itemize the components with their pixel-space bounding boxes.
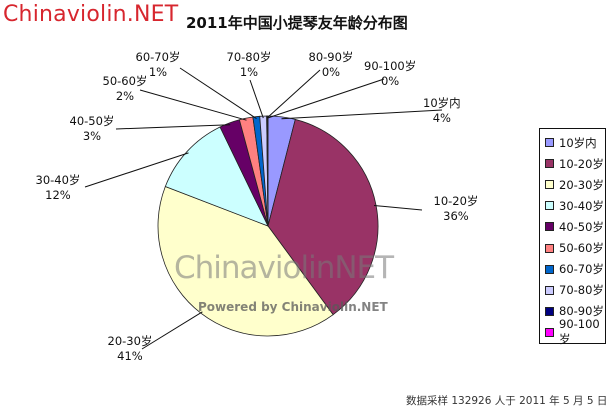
slice-callout: 80-90岁 0% [309, 50, 354, 80]
legend-swatch [545, 180, 554, 190]
pie-slice [266, 115, 269, 227]
footer-note: 数据采样 132926 人于 2011 年 5 月 5 日 [406, 395, 608, 407]
slice-callout: 50-60岁 2% [103, 74, 148, 104]
slice-callout: 90-100岁 0% [364, 59, 416, 89]
chart-title: 2011年中国小提琴友年龄分布图 [186, 14, 408, 32]
watermark-text: ChinaviolinNET [174, 250, 394, 286]
legend-swatch [545, 201, 554, 211]
slice-callout-category: 90-100岁 [364, 59, 417, 73]
legend-item: 80-90岁 [545, 301, 605, 322]
slice-callout-percent: 4% [432, 111, 451, 125]
legend-label: 30-40岁 [559, 198, 604, 213]
slice-callout-percent: 1% [148, 65, 168, 79]
legend-label: 10岁内 [559, 135, 597, 150]
legend-item: 40-50岁 [545, 216, 605, 237]
slice-callout: 40-50岁 3% [70, 114, 115, 144]
slice-callout-percent: 2% [115, 89, 135, 103]
leader-line [141, 311, 203, 350]
legend-label: 50-60岁 [559, 241, 604, 256]
legend-swatch [545, 306, 554, 316]
leader-line [281, 109, 443, 120]
legend-item: 10-20岁 [545, 153, 605, 174]
legend-label: 70-80岁 [559, 283, 604, 298]
legend-label: 10-20岁 [559, 156, 604, 171]
legend-swatch [545, 138, 554, 148]
watermark-powered-by: Powered by Chinaviolin.NET [198, 300, 388, 314]
slice-callout-category: 60-70岁 [135, 50, 181, 64]
leader-line [115, 124, 231, 130]
slice-callout: 60-70岁 1% [136, 50, 181, 80]
legend-item: 30-40岁 [545, 195, 605, 216]
legend-swatch [545, 285, 554, 295]
leader-line [249, 79, 264, 119]
legend-item: 60-70岁 [545, 259, 605, 280]
slice-callout-percent: 12% [45, 188, 71, 202]
legend-item: 70-80岁 [545, 280, 605, 301]
slice-callout-category: 10-20岁 [433, 194, 479, 208]
legend-label: 60-70岁 [559, 262, 604, 277]
legend-label: 20-30岁 [559, 177, 604, 192]
legend-swatch [545, 159, 554, 169]
leader-line [266, 69, 321, 119]
chart-legend: 10岁内 10-20岁 20-30岁 30-40岁 40-50岁 50-60岁 60-70岁… [539, 128, 606, 346]
pie-slices [157, 115, 379, 337]
pie-slice [157, 186, 334, 337]
slice-callout-percent: 41% [117, 349, 143, 363]
leader-line [373, 205, 423, 211]
leader-line [267, 78, 385, 119]
leader-line [84, 152, 189, 188]
slice-callout-percent: 36% [443, 209, 469, 223]
slice-callout: 30-40岁 12% [36, 173, 81, 203]
slice-callout-category: 80-90岁 [308, 50, 354, 64]
legend-label: 40-50岁 [559, 219, 604, 234]
pie-slice [267, 118, 379, 316]
leader-line [139, 89, 247, 121]
legend-swatch [545, 264, 554, 274]
leader-lines [84, 67, 443, 350]
legend-item: 20-30岁 [545, 174, 605, 195]
slice-callout-category: 10岁内 [423, 96, 461, 110]
slice-callout-percent: 0% [321, 65, 341, 79]
slice-callout-category: 40-50岁 [69, 114, 115, 128]
legend-item: 10岁内 [545, 132, 605, 153]
slice-callout: 10-20岁 36% [434, 194, 479, 224]
legend-label: 80-90岁 [559, 304, 604, 319]
legend-swatch [545, 327, 554, 337]
slice-callout-percent: 0% [380, 74, 400, 88]
legend-swatch [545, 222, 554, 232]
slice-callout: 10岁内 4% [423, 96, 461, 126]
pie-slice [164, 126, 269, 227]
slice-callout-category: 30-40岁 [35, 173, 81, 187]
legend-item: 90-100岁 [545, 317, 605, 346]
slice-callout-category: 50-60岁 [102, 74, 148, 88]
slice-callout: 70-80岁 1% [227, 50, 272, 80]
slice-callout-percent: 1% [239, 65, 259, 79]
legend-item: 50-60岁 [545, 237, 605, 258]
slice-callout: 20-30岁 41% [108, 334, 153, 364]
slice-callout-percent: 3% [82, 129, 102, 143]
leader-line [179, 67, 257, 120]
slice-callout-category: 20-30岁 [107, 334, 153, 348]
legend-label: 90-100岁 [559, 317, 600, 347]
legend-swatch [545, 243, 554, 253]
site-logo: Chinaviolin.NET [3, 2, 179, 27]
slice-callout-category: 70-80岁 [226, 50, 272, 64]
